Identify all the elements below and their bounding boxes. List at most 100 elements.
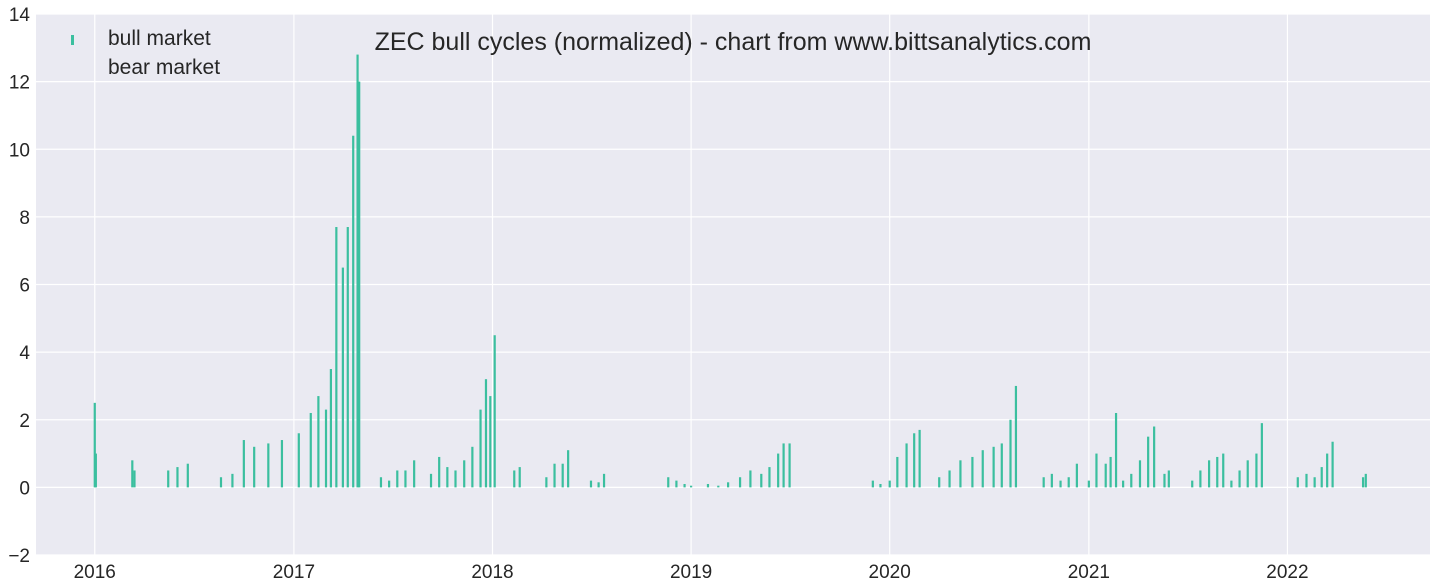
bull-bar [1331, 441, 1334, 488]
bull-bar [706, 483, 710, 488]
bull-bar [1246, 460, 1249, 488]
bull-bar [1147, 436, 1150, 488]
legend-label-bear: bear market [108, 56, 220, 79]
bull-bar [335, 227, 338, 488]
bull-bar [176, 467, 179, 488]
bull-bar [1009, 419, 1012, 488]
bull-bar [479, 409, 482, 488]
bull-bar [981, 450, 984, 488]
bull-bar [1014, 385, 1018, 488]
bull-bar [1153, 426, 1156, 488]
bull-bar [167, 470, 170, 488]
bull-bar [602, 473, 606, 488]
bull-bar [738, 477, 742, 488]
bull-bar [589, 480, 593, 488]
bull-bar [1087, 480, 1090, 488]
chart-title: ZEC bull cycles (normalized) - chart fro… [375, 28, 1092, 56]
bull-bar [429, 473, 433, 488]
bull-bar [597, 482, 600, 488]
bull-bar [561, 463, 564, 488]
bull-bar [297, 433, 300, 488]
bull-bar [242, 440, 245, 488]
bull-bar [396, 470, 399, 488]
bull-bar [404, 470, 407, 488]
y-tick-label: 14 [9, 5, 31, 26]
bull-bar [484, 379, 488, 488]
grid [36, 13, 1430, 556]
bull-bar [879, 483, 882, 488]
y-axis: −2 0 2 4 6 8 10 12 14 [8, 5, 30, 567]
bull-bar [667, 477, 670, 488]
bull-bar [471, 446, 474, 488]
bull-bar [675, 480, 678, 488]
x-tick-label: 2017 [273, 562, 315, 583]
bull-bar [1260, 423, 1263, 488]
bull-bar [1138, 460, 1142, 488]
bull-bar [493, 335, 496, 488]
bull-bar [727, 482, 730, 488]
bull-bar [938, 477, 941, 488]
bull-bar [1122, 480, 1125, 488]
bull-bar [1075, 463, 1078, 488]
bull-bar [896, 456, 899, 488]
x-tick-label: 2016 [74, 562, 116, 583]
bull-bar [358, 81, 361, 488]
y-tick-label: −2 [8, 546, 30, 567]
bull-bar [93, 402, 96, 488]
bull-bar [1207, 460, 1211, 488]
bull-bar [346, 227, 349, 488]
bull-bar [1163, 473, 1166, 488]
x-tick-label: 2020 [869, 562, 911, 583]
bull-bar [356, 54, 359, 488]
bull-bar [871, 480, 874, 488]
x-tick-label: 2021 [1068, 562, 1110, 583]
bull-bar [545, 477, 548, 488]
bull-bar [1305, 473, 1308, 488]
bull-bar [219, 477, 223, 488]
bull-bar [463, 460, 466, 488]
bull-bar [231, 473, 234, 488]
bull-bar [1296, 477, 1299, 488]
bull-bar [513, 470, 516, 488]
y-tick-label: 12 [9, 73, 30, 94]
bull-bar [777, 453, 780, 488]
bull-bar [782, 443, 785, 488]
x-tick-label: 2018 [471, 562, 513, 583]
bull-bar [905, 443, 908, 488]
bull-bar [131, 460, 134, 488]
bull-bar [133, 470, 136, 488]
bull-bar [1199, 470, 1202, 488]
bull-bar [1230, 480, 1233, 488]
y-tick-label: 0 [19, 478, 30, 499]
bull-bar [352, 135, 355, 488]
bull-bar [567, 450, 570, 488]
bull-bar [913, 433, 916, 488]
bull-bar [553, 463, 556, 488]
legend: bull market bear market [71, 27, 220, 79]
bull-market-series [93, 54, 1367, 488]
legend-swatch-bull [71, 35, 74, 45]
bull-bar [1109, 456, 1112, 488]
bull-bar [1067, 477, 1070, 488]
bull-bar [1167, 470, 1170, 488]
bull-bar [1313, 477, 1316, 488]
bull-bar [454, 470, 457, 488]
bull-bar [94, 453, 97, 488]
bull-bar [280, 440, 284, 488]
bull-bar [768, 467, 771, 488]
legend-label-bull: bull market [108, 27, 211, 50]
x-tick-label: 2019 [670, 562, 712, 583]
y-tick-label: 6 [19, 276, 30, 297]
bull-bar [1255, 453, 1258, 488]
bull-bar [788, 443, 791, 488]
bull-bar [749, 470, 752, 488]
bull-bar [1216, 456, 1219, 488]
bull-bar [1361, 477, 1365, 488]
bull-bar [1191, 480, 1194, 488]
bull-bar [186, 463, 189, 488]
bull-bar [329, 369, 333, 488]
bull-bar [1095, 453, 1098, 488]
y-tick-label: 2 [19, 411, 30, 432]
bull-bar [1130, 473, 1133, 488]
